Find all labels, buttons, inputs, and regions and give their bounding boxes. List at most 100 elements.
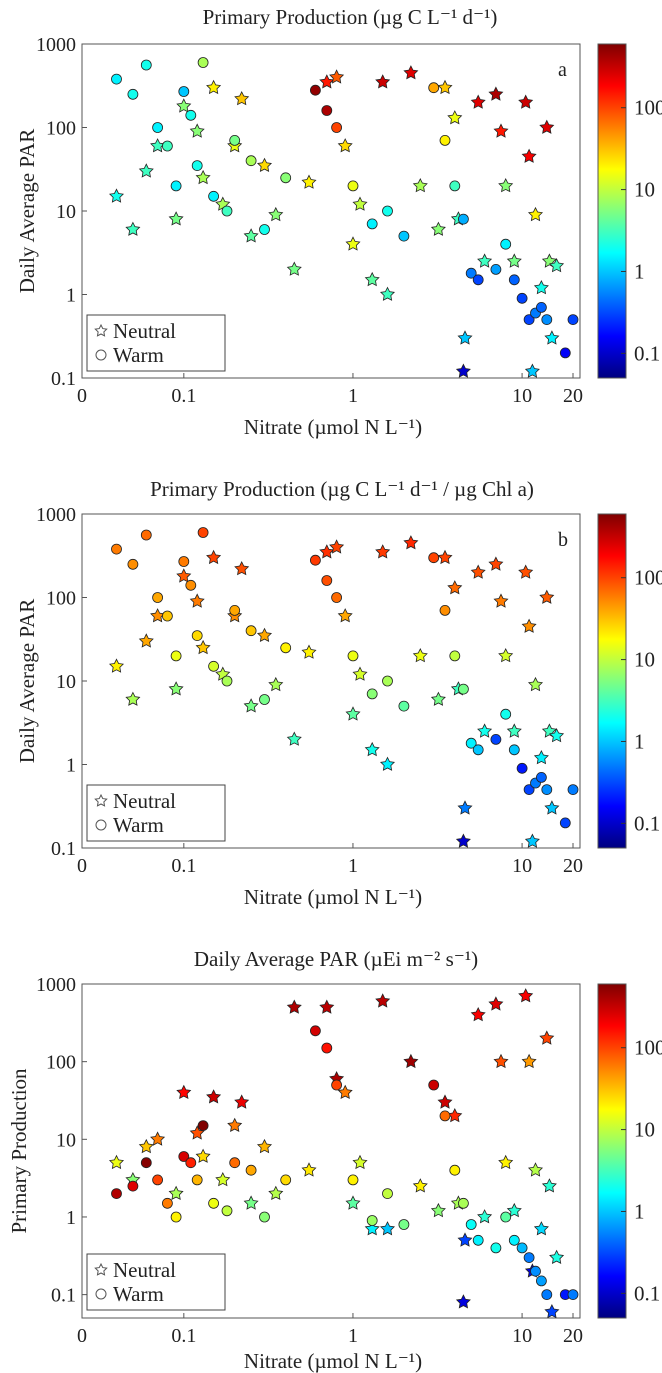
panel-c-neutral-point-7	[196, 1150, 209, 1163]
panel-a-neutral-point-26	[414, 179, 427, 192]
panel-c-warm-point-21	[383, 1189, 393, 1199]
panel-c-neutral-point-40	[522, 1055, 535, 1068]
panel-b-neutral-point-2	[140, 634, 153, 647]
panel-c-xtick-4: 20	[563, 1325, 583, 1347]
panel-c-colorbar	[598, 984, 626, 1318]
panel-c-warm-point-34	[531, 1266, 541, 1276]
panel-b-colorbar	[598, 514, 626, 848]
panel-a-neutral-point-6	[191, 124, 204, 137]
panel-c-colorbar-tick-0: 0.1	[634, 1281, 660, 1305]
panel-a-neutral-point-12	[244, 229, 257, 242]
panel-b-title: Primary Production (µg C L⁻¹ d⁻¹ / µg Ch…	[150, 477, 534, 501]
panel-c-neutral-point-33	[472, 1008, 485, 1021]
panel-c-neutral-point-26	[414, 1179, 427, 1192]
panel-a: Primary Production (µg C L⁻¹ d⁻¹) 0 0.1 1 1…	[15, 5, 662, 439]
panel-b-ytick-3: 100	[46, 588, 76, 610]
panel-a-neutral-point-25	[404, 66, 417, 79]
panel-c-xlabel: Nitrate (µmol N L⁻¹)	[244, 1349, 422, 1373]
panel-a-warm-point-7	[186, 110, 196, 120]
panel-b-warm-point-35	[536, 772, 546, 782]
panel-a-warm-point-0	[112, 74, 122, 84]
panel-b-neutral-point-24	[381, 758, 394, 771]
panel-c: Daily Average PAR (µEi m⁻² s⁻¹) 0 0.1 1 10 2…	[7, 947, 662, 1373]
panel-a-xtick-2: 1	[348, 385, 358, 407]
panel-b-warm-point-23	[429, 553, 439, 563]
panel-b-neutral-point-8	[207, 551, 220, 564]
panel-a-warm-point-16	[310, 85, 320, 95]
panel-a-xtick-4: 20	[563, 385, 583, 407]
panel-b-warm-point-14	[260, 695, 270, 705]
panel-a-neutral-point-40	[522, 150, 535, 163]
panel-b-warm-point-7	[186, 580, 196, 590]
panel-a-warm-point-10	[209, 191, 219, 201]
panel-c-ytick-3: 100	[46, 1052, 76, 1074]
panel-b-neutral-point-44	[540, 591, 553, 604]
panel-a-xtick-1: 0.1	[171, 385, 196, 407]
panel-c-neutral-point-39	[519, 989, 532, 1002]
panel-c-warm-point-17	[322, 1043, 332, 1053]
panel-a-warm-point-22	[399, 231, 409, 241]
panel-c-warm-point-13	[246, 1165, 256, 1175]
panel-c-neutral-point-24	[381, 1222, 394, 1235]
panel-a-neutral-point-39	[519, 95, 532, 108]
panel-b-neutral-point-39	[519, 565, 532, 578]
panel-a-warm-point-36	[542, 315, 552, 325]
panel-a-neutral-point-11	[235, 92, 248, 105]
panel-a-neutral-point-44	[540, 121, 553, 134]
panel-c-neutral-point-10	[228, 1119, 241, 1132]
panel-c-colorbar-tick-1: 1	[634, 1199, 645, 1223]
panel-b-neutral-point-33	[472, 565, 485, 578]
panel-a-colorbar-tick-3: 100	[634, 96, 662, 120]
panel-c-warm-point-20	[367, 1216, 377, 1226]
panel-b-neutral-point-29	[448, 581, 461, 594]
panel-b-neutral-point-14	[269, 678, 282, 691]
panel-a-warm-point-2	[141, 60, 151, 70]
panel-a-neutral-point-1	[126, 223, 139, 236]
panel-b-neutral-point-28	[438, 551, 451, 564]
panel-b-warm-point-3	[153, 593, 163, 603]
panel-c-warm-point-5	[171, 1212, 181, 1222]
panel-a-warm-point-25	[450, 181, 460, 191]
panel-b-ylabel: Daily Average PAR	[15, 599, 39, 763]
panel-c-neutral-point-4	[169, 1187, 182, 1200]
panel-c-warm-point-32	[517, 1243, 527, 1253]
panel-a-neutral-point-42	[529, 208, 542, 221]
panel-c-warm-point-14	[260, 1212, 270, 1222]
panel-c-warm-point-7	[186, 1158, 196, 1168]
panel-a-neutral-point-43	[535, 281, 548, 294]
panel-a-neutral-point-22	[366, 273, 379, 286]
panel-c-neutral-point-25	[404, 1055, 417, 1068]
panel-b-neutral-point-36	[494, 594, 507, 607]
panel-c-colorbar-tick-2: 10	[634, 1118, 655, 1142]
panel-b-neutral-point-4	[169, 682, 182, 695]
panel-b-warm-point-30	[501, 709, 511, 719]
panel-c-warm-point-22	[399, 1220, 409, 1230]
panel-c-warm-point-16	[310, 1026, 320, 1036]
panel-a-neutral-point-5	[177, 99, 190, 112]
panel-c-neutral-point-21	[353, 1156, 366, 1169]
panel-a-legend: Neutral Warm	[87, 315, 225, 371]
panel-b-warm-point-37	[560, 818, 570, 828]
panel-b-ytick-4: 1000	[36, 504, 76, 526]
panel-a-warm-point-30	[501, 239, 511, 249]
panel-a-neutral-point-31	[457, 364, 470, 377]
panel-b-warm-point-31	[509, 745, 519, 755]
panel-b-neutral-point-15	[288, 732, 301, 745]
panel-c-neutral-point-28	[438, 1095, 451, 1108]
panel-b-neutral-point-37	[499, 649, 512, 662]
panel-a-colorbar-ticks: 0.1110100	[621, 96, 662, 366]
panel-c-neutral-point-16	[302, 1163, 315, 1176]
panel-c-title: Daily Average PAR (µEi m⁻² s⁻¹)	[194, 947, 478, 971]
panel-c-xtick-2: 1	[348, 1325, 358, 1347]
panel-a-ytick-4: 1000	[36, 34, 76, 56]
panel-a-ytick-1: 1	[66, 285, 76, 307]
panel-b-neutral-point-34	[478, 724, 491, 737]
panel-a-neutral-point-37	[499, 179, 512, 192]
panel-b-warm-point-10	[209, 661, 219, 671]
panel-b-warm-point-15	[281, 643, 291, 653]
panel-b-xtick-0: 0	[77, 855, 87, 877]
panel-a-neutral-point-29	[448, 111, 461, 124]
panel-c-neutral-point-17	[320, 1000, 333, 1013]
panel-b-ytick-1: 1	[66, 755, 76, 777]
panel-c-neutral-point-2	[140, 1140, 153, 1153]
